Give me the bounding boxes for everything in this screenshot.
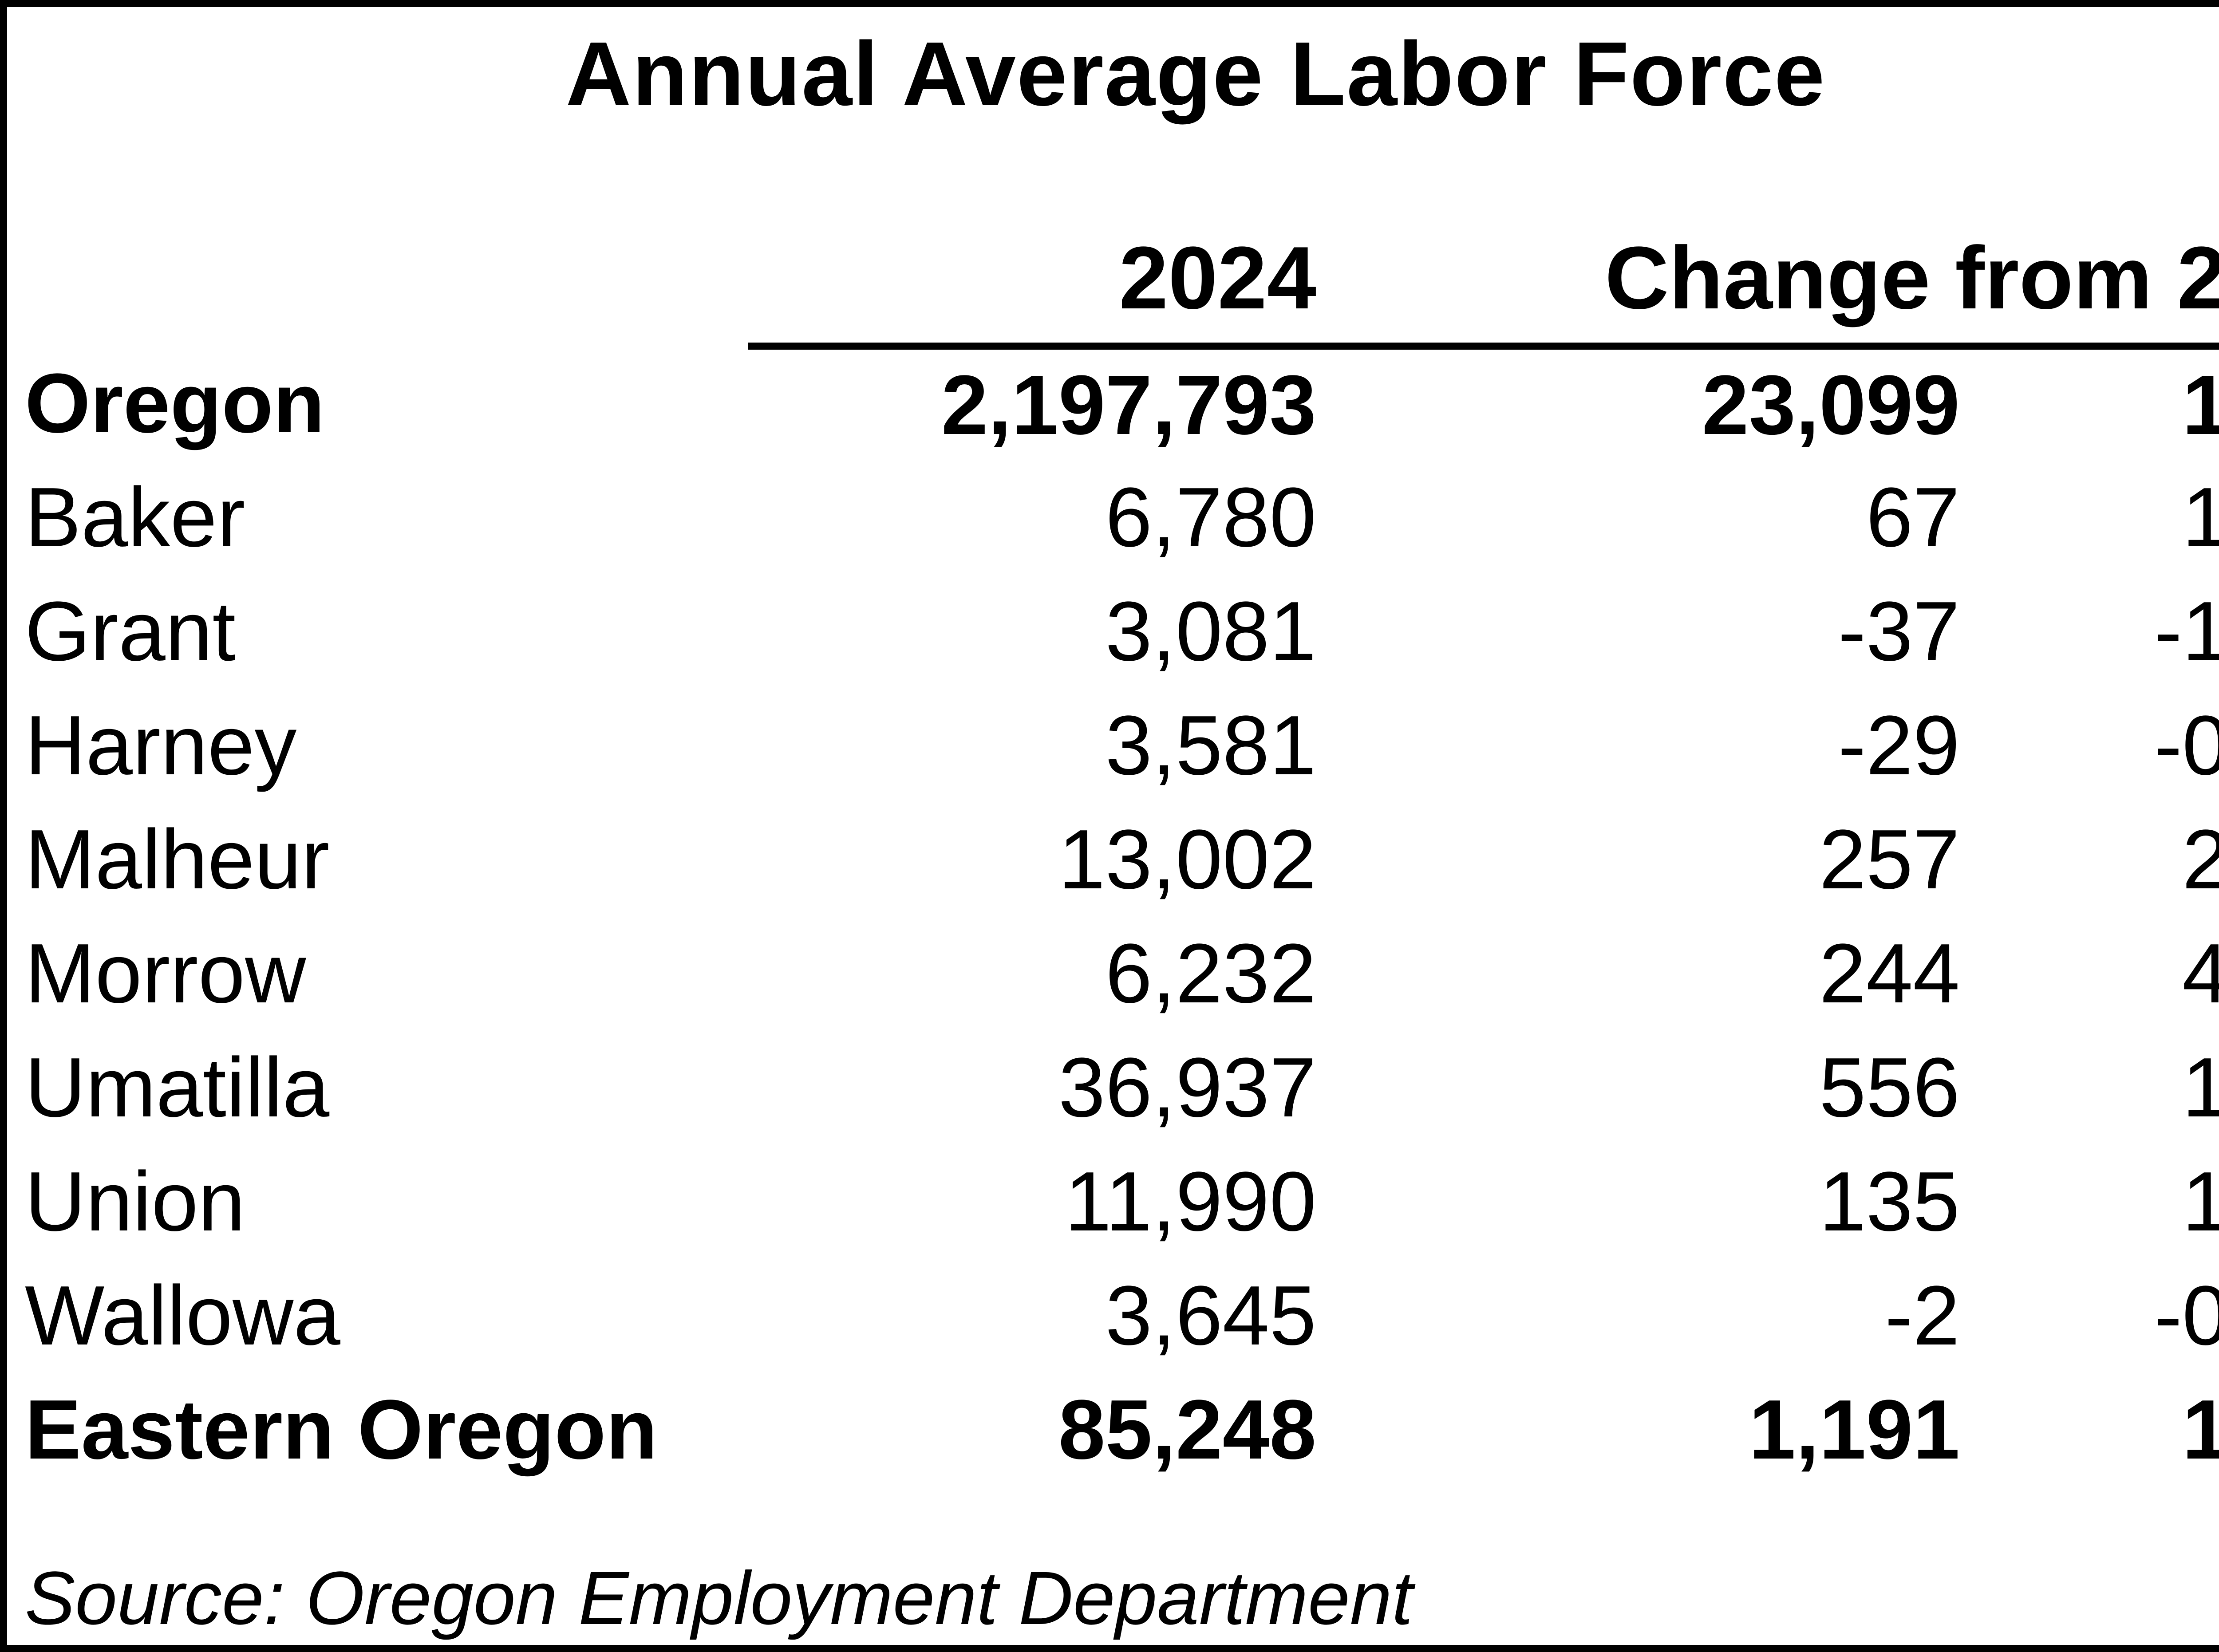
value-2024: 3,581 [1105, 698, 1316, 792]
table-row: Baker 6,780 67 1.0% [7, 460, 2219, 574]
value-2024: 6,780 [1105, 470, 1316, 564]
value-2024: 6,232 [1105, 926, 1316, 1021]
value-change: 1,191 [1749, 1382, 1960, 1477]
county-label: Union [25, 1154, 245, 1249]
value-change: -37 [1838, 584, 1960, 678]
value-2024: 85,248 [1058, 1382, 1316, 1477]
county-label: Morrow [25, 926, 306, 1021]
value-2024: 3,645 [1105, 1268, 1316, 1363]
table-row: Umatilla 36,937 556 1.5% [7, 1030, 2219, 1144]
labor-force-table: 2024 Change from 2023 Oregon 2,197,793 2… [7, 129, 2219, 1486]
value-change-pct: 4.1% [1960, 916, 2219, 1030]
table-row: Wallowa 3,645 -2 -0.1% [7, 1258, 2219, 1372]
value-change: 23,099 [1702, 358, 1960, 452]
value-change-pct: 1.0% [1960, 460, 2219, 574]
table-row: Morrow 6,232 244 4.1% [7, 916, 2219, 1030]
county-label: Wallowa [25, 1268, 340, 1363]
value-2024: 2,197,793 [941, 358, 1316, 452]
value-2024: 3,081 [1105, 584, 1316, 678]
table-row: Grant 3,081 -37 -1.2% [7, 574, 2219, 688]
value-change-pct: 1.1% [1960, 346, 2219, 460]
table-row: Union 11,990 135 1.1% [7, 1144, 2219, 1258]
source-note: Source: Oregon Employment Department [25, 1556, 1413, 1640]
header-change-from-2023: Change from 2023 [1316, 129, 2219, 350]
value-change: 257 [1819, 812, 1960, 907]
value-2024: 13,002 [1058, 812, 1316, 907]
value-change-pct: 1.1% [1960, 1144, 2219, 1258]
value-change-pct: 2.0% [1960, 802, 2219, 916]
value-change: 244 [1819, 926, 1960, 1021]
value-change-pct: 1.4% [1960, 1372, 2219, 1486]
value-change-pct: -0.8% [2154, 698, 2219, 792]
county-label: Umatilla [25, 1040, 330, 1135]
table-row: Harney 3,581 -29 -0.8% [7, 688, 2219, 802]
county-label: Eastern Oregon [25, 1382, 658, 1477]
header-row: 2024 Change from 2023 [7, 129, 2219, 350]
table-title: Annual Average Labor Force [565, 23, 1826, 125]
table-row: Eastern Oregon 85,248 1,191 1.4% [7, 1372, 2219, 1486]
value-change: -2 [1885, 1268, 1960, 1363]
value-2024: 11,990 [1064, 1154, 1316, 1249]
county-label: Grant [25, 584, 236, 678]
table-body: Oregon 2,197,793 23,099 1.1% Baker 6,780… [7, 346, 2219, 1486]
county-label: Malheur [25, 812, 330, 907]
header-county-spacer [7, 129, 748, 346]
header-2024: 2024 [748, 129, 1316, 350]
value-change-pct: 1.5% [1960, 1030, 2219, 1144]
value-change: 556 [1819, 1040, 1960, 1135]
county-label: Harney [25, 698, 297, 792]
value-change: -29 [1838, 698, 1960, 792]
table-row: Oregon 2,197,793 23,099 1.1% [7, 346, 2219, 460]
value-change: 67 [1866, 470, 1960, 564]
county-label: Oregon [25, 356, 325, 450]
value-change-pct: -0.1% [2154, 1268, 2219, 1363]
table-row: Malheur 13,002 257 2.0% [7, 802, 2219, 916]
value-change-pct: -1.2% [2154, 584, 2219, 678]
county-label: Baker [25, 470, 245, 564]
value-2024: 36,937 [1058, 1040, 1316, 1135]
table-header: 2024 Change from 2023 [7, 129, 2219, 350]
value-change: 135 [1819, 1154, 1960, 1249]
